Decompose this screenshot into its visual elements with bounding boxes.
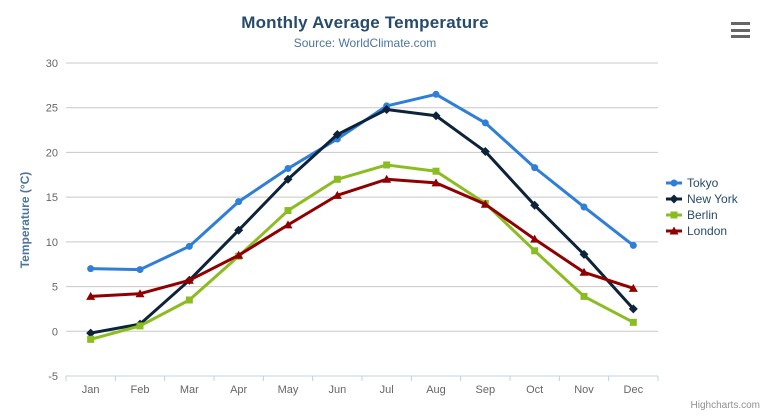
data-point-marker[interactable] (531, 247, 539, 255)
series-tokyo (87, 90, 637, 274)
data-point-marker[interactable] (382, 105, 392, 115)
data-point-marker[interactable] (531, 164, 539, 172)
triangle-marker-icon (666, 226, 682, 235)
data-point-marker[interactable] (530, 234, 540, 243)
legend-item-london[interactable]: London (666, 223, 738, 239)
data-point-marker[interactable] (136, 322, 144, 330)
data-point-marker[interactable] (332, 190, 342, 199)
data-point-marker[interactable] (284, 165, 292, 173)
data-point-marker[interactable] (670, 211, 678, 219)
hamburger-icon[interactable] (728, 20, 753, 40)
data-point-marker[interactable] (481, 119, 489, 127)
data-point-marker[interactable] (432, 167, 440, 175)
data-point-marker[interactable] (135, 289, 145, 298)
data-point-marker[interactable] (432, 90, 440, 98)
chart-subtitle: Source: WorldClimate.com (293, 36, 437, 50)
data-point-marker[interactable] (669, 194, 679, 204)
data-point-marker[interactable] (579, 267, 589, 276)
x-axis-label: Nov (574, 384, 594, 396)
data-point-marker[interactable] (629, 241, 637, 249)
x-axis-label: Jul (380, 384, 394, 396)
x-axis-label: Aug (426, 384, 446, 396)
data-point-marker[interactable] (86, 291, 96, 300)
x-axis-label: Dec (624, 384, 644, 396)
data-point-marker[interactable] (383, 161, 391, 169)
hamburger-bar (731, 28, 750, 32)
hamburger-bar (731, 22, 750, 25)
circle-marker-icon (666, 179, 682, 187)
data-point-marker[interactable] (283, 220, 293, 229)
x-axis-label: Jun (328, 384, 346, 396)
data-point-marker[interactable] (480, 199, 490, 208)
y-axis-label: -5 (48, 371, 58, 383)
series-london (86, 174, 638, 300)
legend-label: Berlin (687, 208, 718, 222)
data-point-marker[interactable] (185, 296, 193, 304)
y-axis-label: 20 (46, 147, 58, 159)
y-axis-label: 25 (46, 103, 58, 115)
diamond-marker-icon (666, 194, 682, 204)
data-point-marker[interactable] (431, 111, 441, 121)
square-marker-icon (666, 211, 682, 219)
legend-item-tokyo[interactable]: Tokyo (666, 175, 738, 191)
series-line[interactable] (89, 177, 635, 298)
y-axis-label: 30 (46, 58, 58, 70)
legend-label: New York (687, 192, 738, 206)
data-point-marker[interactable] (185, 242, 193, 250)
data-point-marker[interactable] (382, 174, 392, 183)
x-axis-label: Sep (476, 384, 496, 396)
data-point-marker[interactable] (580, 203, 588, 211)
x-axis-label: Jan (82, 384, 100, 396)
data-point-marker[interactable] (235, 198, 243, 206)
y-axis-label: 5 (52, 282, 58, 294)
data-point-marker[interactable] (628, 304, 638, 314)
data-point-marker[interactable] (333, 175, 341, 183)
credits-link[interactable]: Highcharts.com (690, 400, 760, 411)
data-point-marker[interactable] (284, 207, 292, 215)
data-point-marker[interactable] (669, 226, 679, 235)
data-point-marker[interactable] (283, 174, 293, 184)
data-point-marker[interactable] (86, 328, 96, 338)
series-line[interactable] (89, 163, 635, 341)
y-axis-label: 10 (46, 237, 58, 249)
data-point-marker[interactable] (628, 283, 638, 292)
data-point-marker[interactable] (431, 178, 441, 187)
data-point-marker[interactable] (234, 225, 244, 235)
y-axis-label: 15 (46, 192, 58, 204)
x-axis-label: Feb (131, 384, 150, 396)
series-new-york (86, 105, 638, 338)
y-axis-label: 0 (52, 326, 58, 338)
data-point-marker[interactable] (234, 250, 244, 259)
legend-item-berlin[interactable]: Berlin (666, 207, 738, 223)
data-point-marker[interactable] (480, 147, 490, 157)
data-point-marker[interactable] (184, 275, 194, 284)
legend-item-new-york[interactable]: New York (666, 191, 738, 207)
data-point-marker[interactable] (332, 130, 342, 140)
data-point-marker[interactable] (579, 249, 589, 259)
data-point-marker[interactable] (629, 318, 637, 326)
hamburger-bar (731, 35, 750, 38)
data-point-marker[interactable] (87, 335, 95, 343)
x-axis-label: May (278, 384, 299, 396)
data-point-marker[interactable] (136, 266, 144, 274)
data-point-marker[interactable] (530, 200, 540, 210)
y-axis-title: Temperature (°C) (18, 171, 32, 269)
x-axis-label: Mar (180, 384, 199, 396)
legend-label: London (687, 224, 728, 238)
chart-title: Monthly Average Temperature (241, 13, 489, 32)
data-point-marker[interactable] (670, 179, 678, 187)
series-line[interactable] (89, 108, 635, 335)
x-axis-label: Apr (230, 384, 247, 396)
x-axis-label: Oct (526, 384, 543, 396)
legend-label: Tokyo (687, 176, 719, 190)
legend: Tokyo New York Berlin London (666, 175, 738, 239)
data-point-marker[interactable] (87, 265, 95, 273)
data-point-marker[interactable] (580, 292, 588, 300)
